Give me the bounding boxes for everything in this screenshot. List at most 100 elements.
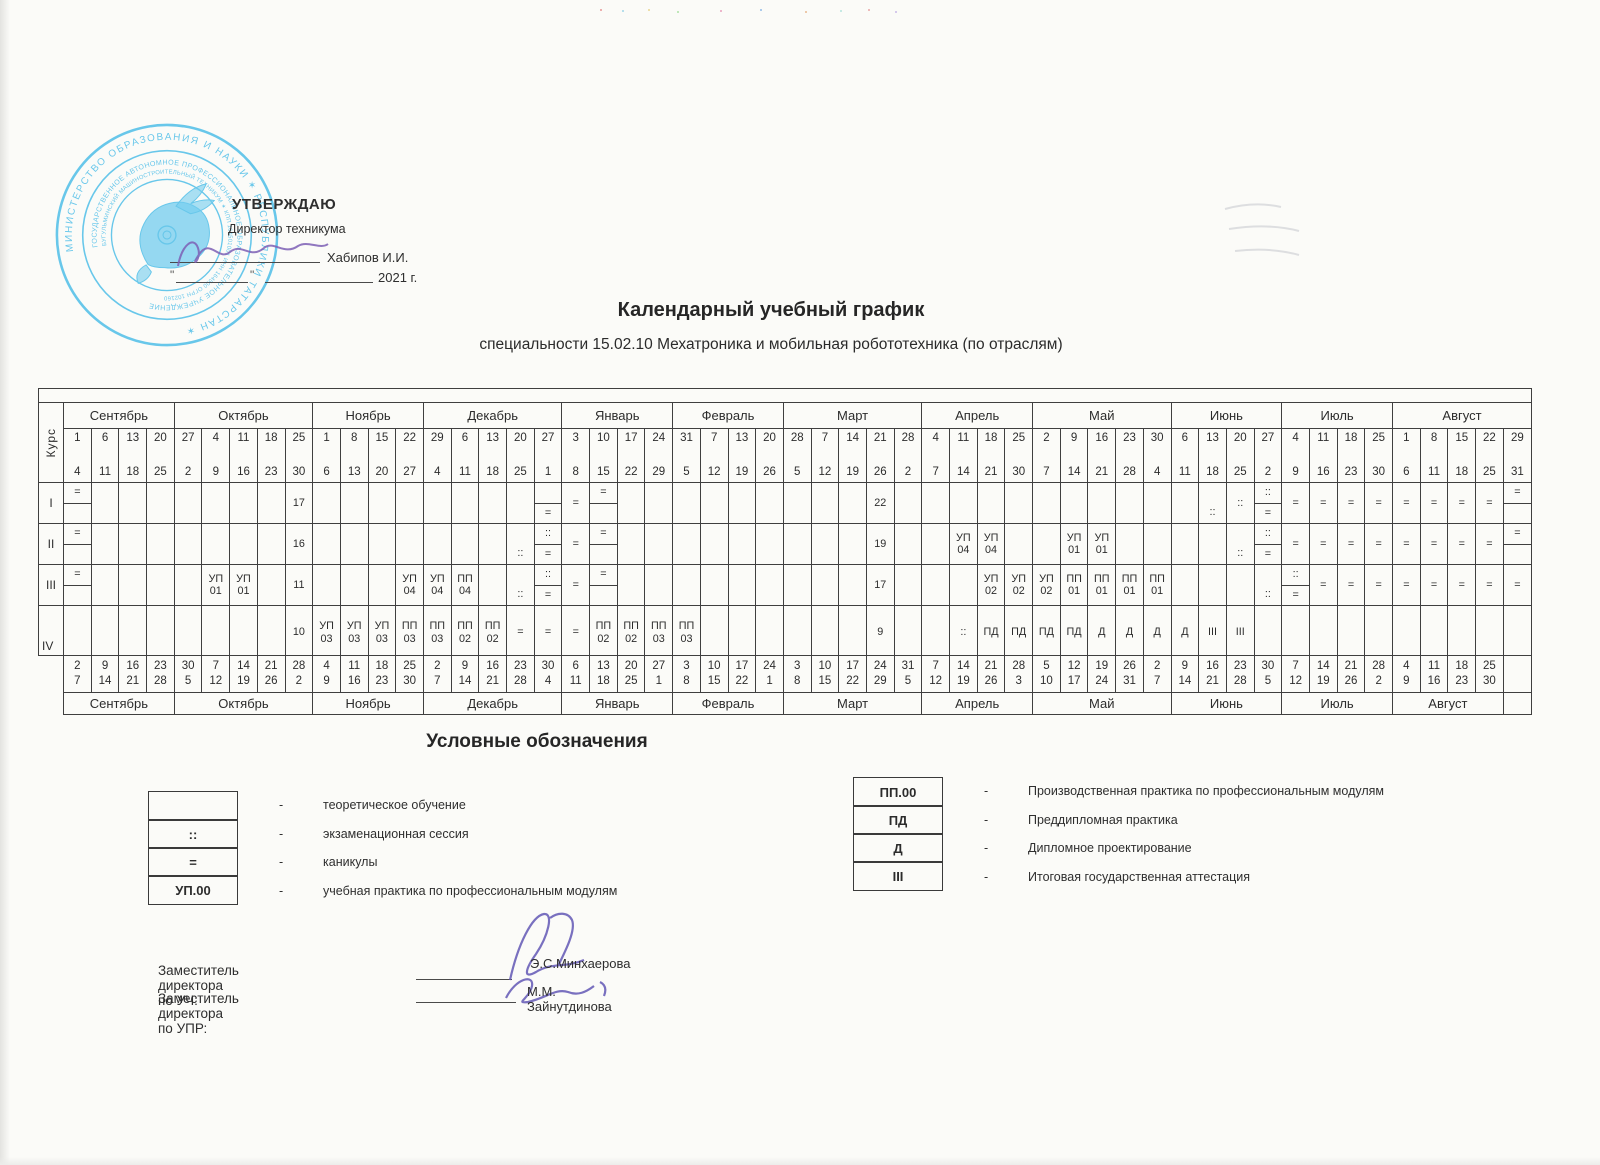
mark-cell: :: [1198, 482, 1227, 524]
mark-cell [201, 482, 231, 524]
month-cell-top: Апрель [921, 402, 1034, 429]
mark-cell [699, 564, 729, 606]
mark-cell [1336, 605, 1366, 656]
mark-cell: = [1336, 564, 1366, 606]
week-cell-bottom: 23 28 [506, 655, 535, 693]
mark-cell: ПД [1059, 605, 1089, 656]
week-cell-bottom: 31 5 [893, 655, 923, 693]
mark-cell [229, 523, 258, 565]
mark-cell: :: = [1253, 523, 1283, 565]
mark-cell: = [1447, 482, 1477, 524]
week-cell-top: 27 1 [533, 428, 563, 483]
month-cell-bottom: Июнь [1170, 692, 1283, 715]
director-signature-scribble [177, 241, 329, 267]
legend-symbol-box: ПД [853, 805, 943, 836]
mark-cell: = [561, 564, 591, 606]
week-cell-top: 13 18 [1198, 428, 1227, 483]
mark-cell: УП 01 [229, 564, 258, 606]
mark-cell [921, 564, 950, 606]
mark-cell [422, 523, 452, 565]
mark-cell [422, 482, 452, 524]
month-cell-top: Март [782, 402, 923, 429]
week-cell-bottom: 23 28 [146, 655, 175, 693]
week-cell-bottom: 26 31 [1115, 655, 1144, 693]
mark-cell [478, 523, 507, 565]
director-signature-line [170, 262, 320, 263]
mark-cell [63, 605, 92, 656]
director-name: Хабипов И.И. [327, 250, 409, 265]
legend-dash: - [279, 826, 284, 841]
week-cell-top: 13 18 [118, 428, 148, 483]
month-cell-bottom: Октябрь [173, 692, 314, 715]
legend-symbol-box: ПП.00 [853, 777, 943, 807]
week-cell-top: 17 22 [616, 428, 646, 483]
mark-cell [90, 523, 120, 565]
week-cell-top: 22 27 [395, 428, 424, 483]
mark-cell: = [1308, 564, 1338, 606]
mark-cell [256, 605, 286, 656]
mark-cell [727, 564, 757, 606]
mark-cell: = [1447, 564, 1477, 606]
mark-cell: Д [1115, 605, 1144, 656]
mark-cell [173, 605, 203, 656]
mark-cell [838, 482, 867, 524]
legend-dash: - [984, 812, 989, 827]
mark-cell [367, 564, 397, 606]
week-cell-bottom: 20 25 [616, 655, 646, 693]
month-cell-top: Декабрь [422, 402, 563, 429]
mark-cell [1087, 482, 1117, 524]
mark-cell [893, 523, 923, 565]
mark-cell [1004, 482, 1034, 524]
mark-cell [90, 605, 120, 656]
mark-cell: = [533, 482, 563, 524]
mark-cell [118, 605, 148, 656]
mark-cell [173, 523, 203, 565]
mark-cell [90, 564, 120, 606]
legend-item: - Производственная практика по профессион… [970, 777, 1384, 806]
month-cell-top: Октябрь [173, 402, 314, 429]
month-header-top: Курс Сентябрь Октябрь Ноябрь Декабрь Январь Фе… [38, 402, 1532, 483]
week-cell-bottom: 21 26 [1336, 655, 1366, 693]
mark-cell [478, 564, 507, 606]
mark-cell: = [1392, 523, 1421, 565]
legend-symbol-box: УП.00 [148, 875, 238, 906]
week-cell-bottom: 17 22 [727, 655, 757, 693]
month-cell-bottom: Май [1032, 692, 1172, 715]
course-label-III: III [38, 564, 64, 606]
mark-cell [755, 605, 784, 656]
mark-cell [782, 605, 812, 656]
month-cell-top: Май [1032, 402, 1172, 429]
week-cell-top: 10 15 [589, 428, 618, 483]
mark-cell: :: [1253, 564, 1283, 606]
mark-cell: 10 [284, 605, 314, 656]
scanner-noise-artifact [600, 9, 602, 11]
mark-cell: ПП 03 [422, 605, 452, 656]
mark-cell [1392, 605, 1421, 656]
mark-cell: = [589, 482, 618, 524]
mark-cell: 17 [284, 482, 314, 524]
legend-symbol-box: = [148, 847, 238, 878]
mark-cell: УП 02 [976, 564, 1006, 606]
mark-cell [921, 482, 950, 524]
mark-cell [644, 523, 674, 565]
mark-cell: = [1336, 482, 1366, 524]
week-cell-top: 20 25 [146, 428, 175, 483]
mark-cell: ПП 02 [478, 605, 507, 656]
legend-label: учебная практика по профессиональным мод… [323, 883, 618, 898]
week-cell-bottom: 7 12 [1281, 655, 1310, 693]
mark-cell [229, 605, 258, 656]
mark-cell [782, 482, 812, 524]
page-subtitle: специальности 15.02.10 Мехатроника и моб… [479, 336, 1063, 353]
week-cell-bottom: 25 30 [1475, 655, 1504, 693]
week-cell-top: 11 16 [229, 428, 258, 483]
mark-cell: УП 02 [1004, 564, 1034, 606]
month-cell-bottom: Март [782, 692, 923, 715]
week-cell-top: 28 5 [782, 428, 812, 483]
mark-cell: = [1419, 523, 1449, 565]
legend-label: Итоговая государственная аттестация [1028, 869, 1251, 884]
mark-cell [838, 564, 867, 606]
